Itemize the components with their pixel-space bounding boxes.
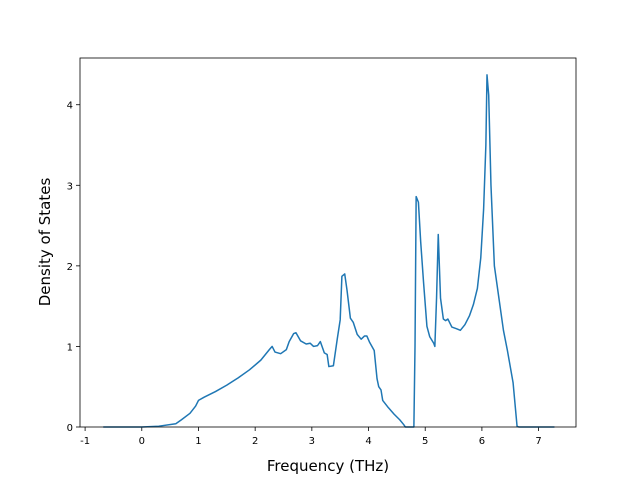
y-tick-label: 0	[67, 423, 73, 434]
x-tick-label: -1	[80, 436, 90, 447]
x-tick-label: 0	[139, 436, 145, 447]
x-tick-label: 2	[252, 436, 258, 447]
x-tick-label: 3	[309, 436, 315, 447]
y-tick-label: 1	[67, 342, 73, 353]
x-tick-label: 5	[422, 436, 428, 447]
plot-frame	[79, 57, 577, 428]
y-axis-label: Density of States	[36, 178, 54, 307]
y-tick-label: 2	[67, 262, 73, 273]
x-tick-label: 1	[195, 436, 201, 447]
y-tick-label: 4	[67, 101, 73, 112]
data-line	[103, 74, 555, 428]
y-tick-label: 3	[67, 181, 73, 192]
x-tick-label: 6	[479, 436, 485, 447]
x-tick-label: 4	[365, 436, 371, 447]
x-axis-label: Frequency (THz)	[267, 457, 389, 475]
x-tick-label: 7	[535, 436, 541, 447]
